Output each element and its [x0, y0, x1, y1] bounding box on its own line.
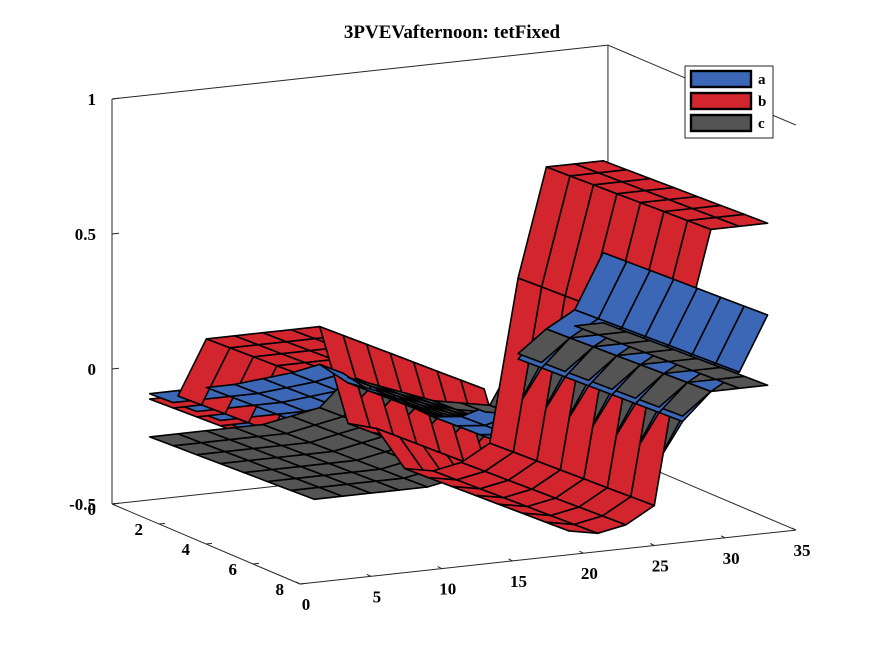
surface-patch-c — [573, 321, 628, 336]
legend-swatch-a — [689, 69, 753, 89]
legend-label-a: a — [758, 72, 766, 88]
surface-patch-a — [573, 251, 628, 320]
y-tick-label: 4 — [182, 540, 191, 559]
z-tick-label: 0 — [88, 360, 97, 379]
axis-box-edge — [111, 44, 609, 100]
x-tick-mark — [720, 535, 726, 539]
x-tick-mark — [508, 558, 513, 562]
y-tick-mark — [252, 562, 260, 565]
x-tick-label: 35 — [793, 541, 810, 560]
y-tick-label: 2 — [135, 520, 144, 539]
y-tick-mark — [111, 502, 119, 505]
x-tick-mark — [295, 581, 301, 585]
legend-swatch-c — [689, 113, 753, 133]
legend-label-b: b — [758, 94, 766, 110]
legend-label-c: c — [758, 116, 765, 132]
surface-plot — [148, 160, 769, 535]
axis-box-edge — [299, 529, 797, 585]
z-tick-label: 0.5 — [75, 225, 96, 244]
y-tick-label: 0 — [88, 500, 97, 519]
x-tick-label: 25 — [652, 557, 669, 576]
x-tick-label: 20 — [581, 564, 598, 583]
z-tick-mark — [111, 367, 120, 370]
x-tick-label: 15 — [510, 572, 527, 591]
chart-title: 3PVEVafternoon: tetFixed — [344, 22, 561, 43]
x-tick-label: 5 — [373, 587, 382, 606]
legend: abc — [684, 65, 774, 139]
y-tick-mark — [299, 582, 307, 585]
z-tick-mark — [111, 232, 120, 235]
x-tick-label: 10 — [439, 580, 456, 599]
y-tick-mark — [205, 542, 213, 545]
z-tick-mark — [111, 97, 120, 100]
x-tick-label: 0 — [302, 595, 311, 614]
x-tick-mark — [437, 566, 442, 570]
x-tick-mark — [650, 543, 655, 546]
legend-swatch-b — [689, 91, 753, 111]
z-tick-label: -0.5 — [69, 495, 96, 514]
x-tick-mark — [366, 573, 372, 577]
surface-patch-b — [573, 160, 628, 174]
y-tick-label: 6 — [229, 560, 238, 579]
y-tick-label: 8 — [276, 580, 285, 599]
x-tick-mark — [579, 550, 584, 554]
z-tick-label: 1 — [88, 90, 97, 109]
x-tick-mark — [791, 527, 797, 531]
x-tick-label: 30 — [723, 549, 740, 568]
y-tick-mark — [158, 522, 166, 525]
